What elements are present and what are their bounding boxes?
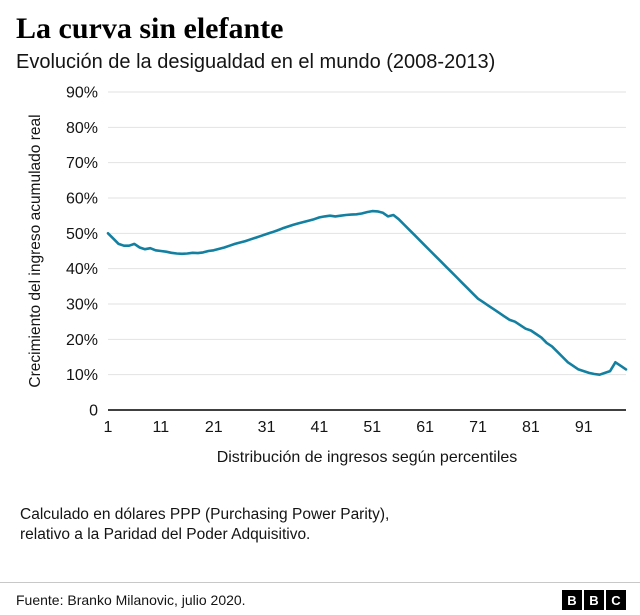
svg-text:51: 51 [363, 419, 381, 436]
svg-text:1: 1 [104, 419, 113, 436]
svg-text:31: 31 [258, 419, 276, 436]
svg-text:91: 91 [575, 419, 593, 436]
svg-text:40%: 40% [66, 261, 98, 278]
page-title: La curva sin elefante [16, 12, 284, 45]
svg-text:21: 21 [205, 419, 223, 436]
line-chart-svg: 010%20%30%40%50%60%70%80%90%1 11 21 31 41 51 6… [27, 84, 628, 436]
svg-text:61: 61 [416, 419, 434, 436]
chart-footnote: Calculado en dólares PPP (Purchasing Pow… [20, 505, 624, 545]
source-text: Fuente: Branko Milanovic, julio 2020. [16, 592, 246, 608]
footnote-line-2: relativo a la Paridad del Poder Adquisit… [20, 525, 311, 543]
line-chart: 0 10% 20% 30% 40% 50% 60% 70% 80% 90% 1 11 21 31 41 51 6… [16, 80, 628, 467]
page-subtitle: Evolución de la desigualdad en el mundo … [16, 50, 496, 73]
svg-text:90%: 90% [66, 84, 98, 101]
svg-text:0: 0 [89, 402, 98, 419]
svg-text:30%: 30% [66, 296, 98, 313]
svg-text:11: 11 [153, 419, 170, 436]
footer: Fuente: Branko Milanovic, julio 2020. B … [16, 590, 626, 610]
svg-text:71: 71 [469, 419, 487, 436]
svg-text:Crecimiento del ingreso acumul: Crecimiento del ingreso acumulado real [27, 114, 44, 387]
svg-text:81: 81 [522, 419, 540, 436]
bbc-logo-block-c: C [606, 590, 626, 610]
svg-text:10%: 10% [66, 367, 98, 384]
bbc-logo-block-b1: B [562, 590, 582, 610]
svg-text:20%: 20% [66, 331, 98, 348]
svg-text:50%: 50% [66, 225, 98, 242]
svg-text:70%: 70% [66, 155, 98, 172]
footnote-line-1: Calculado en dólares PPP (Purchasing Pow… [20, 505, 390, 523]
bbc-logo: B B C [562, 590, 626, 610]
svg-text:80%: 80% [66, 119, 98, 136]
svg-text:60%: 60% [66, 190, 98, 207]
svg-text:41: 41 [311, 419, 329, 436]
footer-divider [0, 582, 640, 583]
bbc-logo-block-b2: B [584, 590, 604, 610]
x-axis-label: Distribución de ingresos según percentil… [216, 448, 518, 466]
